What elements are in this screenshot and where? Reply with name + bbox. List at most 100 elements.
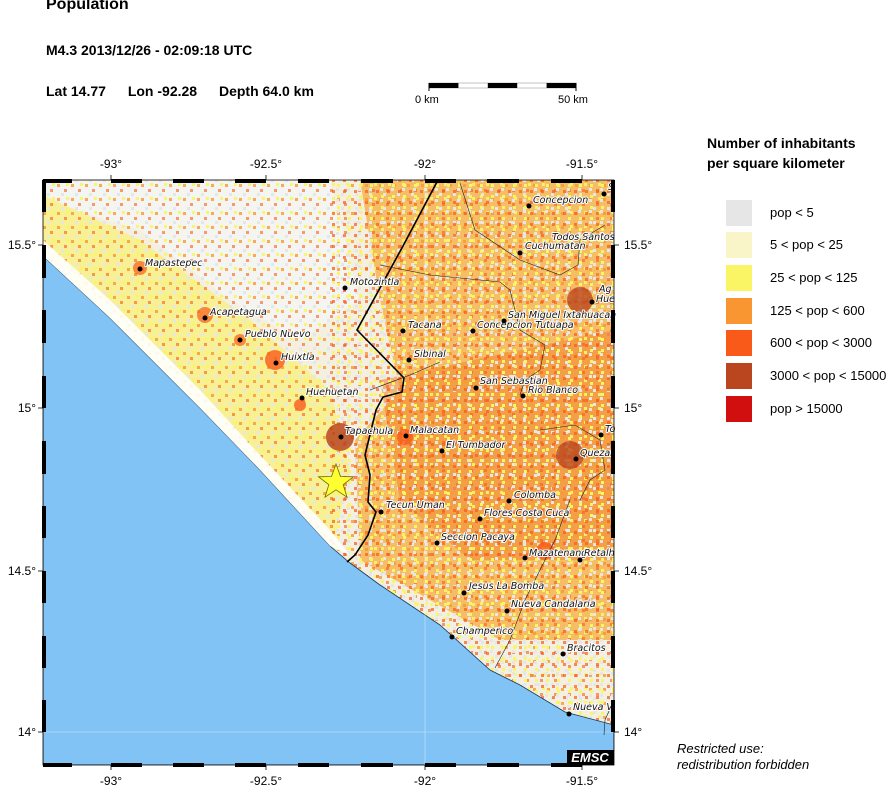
town-huixtla[interactable]: Huixtla	[273, 351, 316, 366]
svg-text:15.5°: 15.5°	[624, 238, 652, 252]
svg-text:-92.5°: -92.5°	[250, 157, 282, 171]
svg-text:Concepcion Tutuapa: Concepcion Tutuapa	[477, 320, 574, 331]
legend-label: 25 < pop < 125	[770, 270, 858, 285]
latitude-value: Lat 14.77	[46, 83, 106, 99]
town-sibinal[interactable]: Sibinal	[406, 348, 447, 363]
svg-text:-92.5°: -92.5°	[250, 774, 282, 787]
svg-text:Motozintla: Motozintla	[350, 277, 400, 288]
town-san-sebastian[interactable]: San Sebastian	[473, 375, 549, 391]
legend-item: 5 < pop < 25	[726, 232, 893, 258]
legend-swatch	[726, 200, 752, 226]
legend-item: 125 < pop < 600	[726, 298, 893, 324]
legend-swatch	[726, 363, 752, 389]
town-flores-costa-cuca[interactable]: Flores Costa Cuca	[477, 507, 570, 522]
svg-text:14.5°: 14.5°	[624, 564, 652, 578]
town-san-miguel-ixtahuacan[interactable]: San Miguel Ixtahuacan	[501, 309, 617, 324]
svg-text:Nueva Candalaria: Nueva Candalaria	[511, 599, 596, 610]
town-quezaltenango[interactable]: Quezal	[573, 447, 614, 462]
y-axis-left: 15.5° 15° 14.5° 14°	[8, 238, 36, 739]
legend-label: 600 < pop < 3000	[770, 335, 872, 350]
svg-text:14.5°: 14.5°	[8, 564, 36, 578]
town-tecun-uman[interactable]: Tecun Uman	[378, 499, 446, 515]
svg-text:El Tumbador: El Tumbador	[446, 440, 506, 451]
town-ag[interactable]: Ag	[597, 283, 613, 296]
town-todos-santos[interactable]: Todos Santos	[551, 231, 616, 244]
legend-label: 125 < pop < 600	[770, 303, 865, 318]
legend-swatch	[726, 330, 752, 356]
svg-text:Malacatan: Malacatan	[410, 425, 459, 436]
town-cuchumatan[interactable]: Cuchumatan	[517, 240, 587, 256]
svg-text:15.5°: 15.5°	[8, 238, 36, 252]
legend-item: 3000 < pop < 15000	[726, 363, 893, 389]
legend-title-line2: per square kilometer	[707, 155, 845, 171]
svg-text:Tecun Uman: Tecun Uman	[386, 500, 445, 511]
y-axis-right: 15.5° 15° 14.5° 14°	[624, 238, 652, 739]
legend-item: pop > 15000	[726, 396, 893, 422]
svg-text:-93°: -93°	[100, 157, 122, 171]
usage-notice-line1: Restricted use:	[677, 741, 764, 756]
svg-text:Todos Santos: Todos Santos	[552, 232, 615, 243]
town-mazatenango[interactable]: Mazatenango	[522, 547, 594, 561]
town-pueblo-nuevo[interactable]: Pueblo Nuevo	[237, 328, 312, 343]
town-huehuetan[interactable]: Huehuetan	[299, 386, 359, 401]
town-seccion-pacaya[interactable]: Seccion Pacaya	[434, 531, 516, 546]
scale-end-label: 50 km	[558, 94, 588, 106]
scale-start-label: 0 km	[415, 94, 439, 106]
legend-swatch	[726, 396, 752, 422]
svg-text:14°: 14°	[18, 725, 36, 739]
svg-text:-91.5°: -91.5°	[566, 157, 598, 171]
legend-title: Number of inhabitants per square kilomet…	[707, 133, 856, 173]
page-title: Population	[46, 0, 129, 13]
usage-notice: Restricted use: redistribution forbidden	[677, 741, 809, 773]
emsc-logo: EMSC	[567, 750, 614, 765]
svg-text:Colomba: Colomba	[514, 490, 556, 501]
svg-text:San Miguel Ixtahuacan: San Miguel Ixtahuacan	[508, 310, 616, 321]
legend-swatch	[726, 232, 752, 258]
town-el-tumbador[interactable]: El Tumbador	[439, 439, 507, 454]
svg-text:Acapetagua: Acapetagua	[209, 307, 267, 318]
town-nueva-v[interactable]: Nueva V	[566, 701, 615, 717]
svg-text:Champerico: Champerico	[456, 626, 513, 637]
svg-text:Quezal: Quezal	[580, 448, 613, 459]
legend-label: pop > 15000	[770, 401, 843, 416]
svg-text:Cuchumatan: Cuchumatan	[525, 241, 586, 252]
longitude-value: Lon -92.28	[127, 83, 198, 99]
town-bracitos[interactable]: Bracitos	[560, 642, 607, 657]
svg-text:-93°: -93°	[100, 774, 122, 787]
depth-value: Depth 64.0 km	[218, 83, 314, 99]
svg-text:Bracitos: Bracitos	[567, 643, 606, 654]
event-summary: M4.3 2013/12/26 - 02:09:18 UTC	[46, 42, 253, 58]
town-to[interactable]: To	[598, 423, 617, 438]
svg-text:Mapastepec: Mapastepec	[145, 258, 203, 269]
usage-notice-line2: redistribution forbidden	[677, 757, 810, 772]
svg-text:Ag: Ag	[598, 284, 612, 295]
town-motozintla[interactable]: Motozintla	[342, 276, 401, 291]
town-mapastepec[interactable]: Mapastepec	[137, 257, 204, 272]
town-retalhuleu[interactable]: Retalh	[577, 547, 616, 563]
town-concepcion-tutuapa[interactable]: Concepcion Tutuapa	[470, 319, 575, 334]
town-tacana[interactable]: Tacana	[400, 319, 443, 334]
national-border	[346, 180, 439, 563]
legend-title-line1: Number of inhabitants	[707, 135, 856, 151]
svg-text:Huehuetan: Huehuetan	[306, 387, 358, 398]
town-rio-blanco[interactable]: Rio Blanco	[520, 384, 579, 399]
svg-text:-92°: -92°	[414, 157, 436, 171]
svg-text:Seccion Pacaya: Seccion Pacaya	[441, 532, 515, 543]
svg-text:San Sebastian: San Sebastian	[480, 376, 548, 387]
town-acapetagua[interactable]: Acapetagua	[202, 306, 268, 321]
svg-text:-92°: -92°	[414, 774, 436, 787]
town-hue[interactable]: Hue	[589, 293, 616, 306]
town-jesus-la-bomba[interactable]: Jesus La Bomba	[461, 580, 545, 596]
town-champerico[interactable]: Champerico	[449, 625, 514, 640]
epicenter-star-icon[interactable]	[317, 462, 355, 499]
town-concepcion[interactable]: Concepcion	[526, 194, 589, 209]
legend-swatch	[726, 265, 752, 291]
scale-bar: 0 km 50 km	[400, 80, 600, 120]
town-nueva-candalaria[interactable]: Nueva Candalaria	[504, 598, 597, 614]
town-tapachula[interactable]: Tapachula	[338, 425, 394, 440]
legend-item: 600 < pop < 3000	[726, 330, 893, 356]
department-borders	[369, 182, 614, 736]
town-colomba[interactable]: Colomba	[506, 489, 557, 504]
town-malacatan[interactable]: Malacatan	[403, 424, 460, 439]
